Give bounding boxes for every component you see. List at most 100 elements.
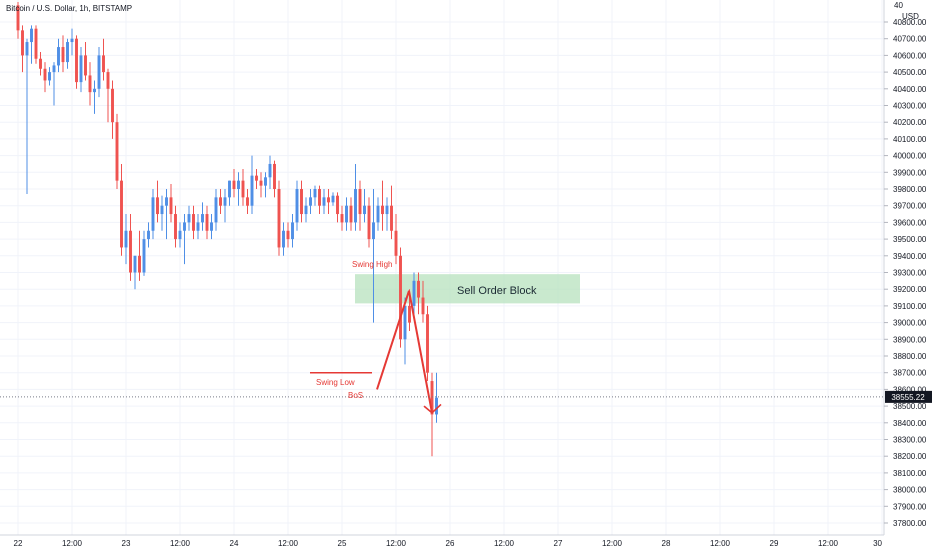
candle: [66, 38, 69, 69]
candle-body: [336, 195, 339, 215]
candle: [417, 272, 420, 315]
y-tick-label: 38200.00: [893, 452, 927, 461]
candle: [147, 222, 150, 248]
candle: [322, 189, 326, 215]
candle: [48, 67, 51, 86]
candle: [430, 372, 434, 457]
candle: [331, 192, 335, 206]
candle-body: [412, 280, 416, 306]
candle: [327, 189, 330, 215]
candle: [57, 38, 60, 73]
candle: [61, 35, 65, 73]
x-tick-label: 12:00: [818, 539, 839, 548]
candle: [183, 214, 186, 265]
y-tick-label: 38900.00: [893, 335, 927, 344]
candle: [349, 197, 353, 231]
candle: [16, 1, 20, 39]
candle: [295, 180, 299, 231]
projection-arrowhead: [423, 403, 442, 414]
x-tick-label: 30: [873, 539, 882, 548]
candle-body: [264, 177, 267, 186]
candle-body: [187, 214, 191, 223]
candle-body: [48, 72, 51, 81]
candle: [223, 189, 227, 223]
x-tick-label: 12:00: [386, 539, 407, 548]
y-tick-label: 38300.00: [893, 436, 927, 445]
x-tick-label: 12:00: [710, 539, 731, 548]
candle: [201, 202, 204, 231]
candle: [97, 47, 101, 98]
candle-body: [138, 255, 141, 273]
x-tick-label: 27: [554, 539, 563, 548]
candle-body: [367, 205, 371, 240]
candle: [151, 189, 155, 240]
candle-body: [354, 189, 357, 223]
candle-body: [75, 38, 78, 83]
candle: [169, 183, 173, 223]
candle-body: [340, 214, 344, 223]
candle-body: [237, 180, 240, 189]
candle-body: [394, 230, 398, 256]
candle: [363, 189, 366, 223]
candle: [52, 62, 56, 106]
candle-body: [70, 38, 74, 43]
candle-body: [322, 197, 326, 206]
candle-body: [129, 230, 132, 273]
candle-body: [232, 180, 236, 189]
candle: [435, 372, 438, 423]
candle: [372, 189, 375, 323]
bos-label: BoS: [348, 391, 363, 400]
x-tick-label: 12:00: [278, 539, 299, 548]
candle: [43, 62, 47, 93]
candle-body: [120, 180, 123, 248]
x-tick-label: 24: [230, 539, 239, 548]
candle-body: [313, 189, 317, 198]
candle-body: [403, 305, 407, 340]
candle: [376, 197, 380, 231]
candle-body: [97, 55, 101, 89]
candle-body: [430, 381, 434, 415]
y-tick-label: 39700.00: [893, 202, 927, 211]
candle-body: [39, 58, 42, 69]
candle-body: [246, 197, 249, 206]
current-price-tag: [885, 390, 932, 403]
candle: [84, 42, 87, 81]
x-tick-label: 12:00: [62, 539, 83, 548]
candle: [210, 214, 213, 240]
candle-body: [196, 222, 200, 231]
x-tick-label: 29: [770, 539, 779, 548]
candle-body: [358, 189, 362, 215]
candle-body: [66, 42, 69, 63]
candle: [255, 168, 258, 189]
candle: [282, 222, 285, 256]
candle: [246, 189, 249, 215]
x-tick-label: 23: [122, 539, 131, 548]
candle-body: [223, 197, 227, 206]
candle-body: [115, 122, 119, 181]
sell-order-block[interactable]: [355, 274, 580, 304]
candle-body: [34, 28, 38, 59]
candle-body: [192, 214, 195, 231]
candle-body: [214, 197, 218, 223]
candle-body: [250, 175, 254, 206]
candle-body: [201, 214, 204, 223]
candle: [39, 52, 42, 76]
y-tick-label: 39900.00: [893, 168, 927, 177]
order-block-rect[interactable]: [355, 274, 580, 304]
candle: [237, 172, 240, 206]
candle: [399, 247, 402, 348]
candle-body: [331, 195, 335, 203]
candle: [259, 172, 263, 198]
candle-body: [219, 197, 222, 206]
y-tick-label: 38000.00: [893, 486, 927, 495]
x-tick-label: 25: [338, 539, 347, 548]
swing-low-label: Swing Low: [316, 378, 355, 387]
candle: [232, 168, 236, 198]
candle-body: [205, 214, 209, 231]
candle-body: [52, 65, 56, 73]
candle-body: [147, 230, 150, 240]
candle-body: [291, 222, 294, 240]
current-price-label: 38555.22: [891, 393, 925, 402]
candle-body: [435, 397, 438, 415]
